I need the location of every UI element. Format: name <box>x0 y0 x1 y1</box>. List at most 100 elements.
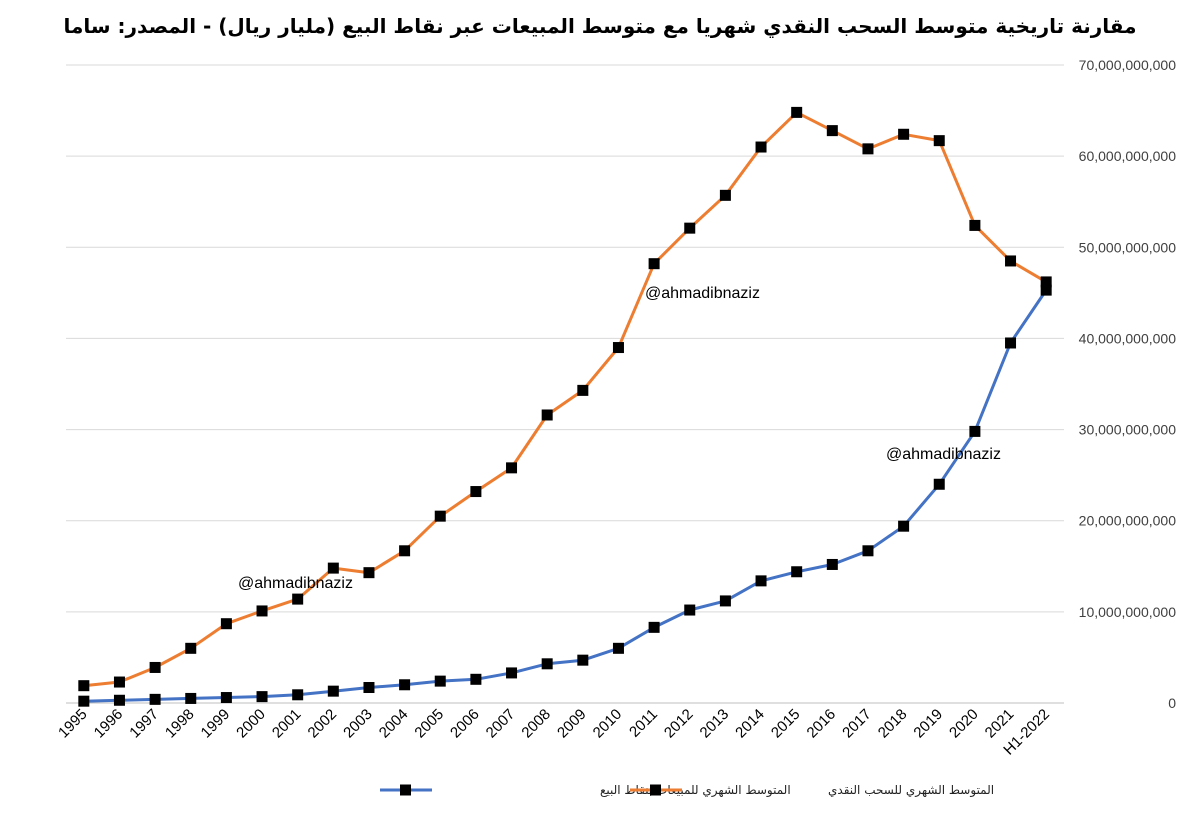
series-0-point <box>256 605 268 617</box>
series-0-point <box>684 222 696 234</box>
x-tick-label: 2003 <box>340 706 376 742</box>
x-tick-label: 2002 <box>305 706 341 742</box>
series-1-point <box>648 621 660 633</box>
series-0-point <box>898 128 910 140</box>
y-axis-ticks: 0 10,000,000,000 20,000,000,000 30,000,000,… <box>1079 57 1177 711</box>
series-1-point <box>399 679 411 691</box>
series-1-point <box>577 654 589 666</box>
series-line-1 <box>83 289 1048 703</box>
series-1-point <box>78 695 90 707</box>
x-tick-label: 2008 <box>518 706 554 742</box>
y-tick-label: 20,000,000,000 <box>1079 513 1177 529</box>
series-0-point <box>826 125 838 137</box>
series-0-point <box>1005 255 1017 267</box>
series-1-point <box>684 604 696 616</box>
x-tick-label: 2013 <box>697 706 733 742</box>
series-0-point <box>969 219 981 231</box>
x-tick-label: 2001 <box>269 706 305 742</box>
series-1-point <box>113 694 125 706</box>
legend-item-cash: المتوسط الشهري للسحب النقدي <box>630 783 994 798</box>
series-1-point <box>506 667 518 679</box>
series-0-point <box>113 676 125 688</box>
series-1-point <box>434 675 446 687</box>
series-0-point <box>149 661 161 673</box>
series-1-point <box>612 642 624 654</box>
series-0-point <box>327 562 339 574</box>
series-1-point <box>256 691 268 703</box>
y-tick-label: 10,000,000,000 <box>1079 604 1177 620</box>
watermark-2: @ahmadibnaziz <box>645 285 760 302</box>
x-tick-label: 2005 <box>411 706 447 742</box>
x-tick-label: 2018 <box>875 706 911 742</box>
series-1-point <box>933 478 945 490</box>
series-0-point <box>292 593 304 605</box>
series-1-point <box>470 673 482 685</box>
series-0-point <box>577 384 589 396</box>
series-1-point <box>969 425 981 437</box>
series-1-point <box>791 566 803 578</box>
chart-title: مقارنة تاريخية متوسط السحب النقدي شهريا … <box>63 14 1137 38</box>
series-0-point <box>541 409 553 421</box>
x-tick-label: 2017 <box>839 706 875 742</box>
series-1-point <box>1040 284 1052 296</box>
series-0-point <box>78 680 90 692</box>
series-0-point <box>933 135 945 147</box>
series-0-point <box>862 143 874 155</box>
series-1-point <box>1005 337 1017 349</box>
series-0-point <box>648 258 660 270</box>
y-tick-label: 60,000,000,000 <box>1079 148 1177 164</box>
series-1-point <box>292 689 304 701</box>
y-tick-label: 70,000,000,000 <box>1079 57 1177 73</box>
series-1-point <box>862 545 874 557</box>
watermark-1: @ahmadibnaziz <box>238 575 353 592</box>
series-0-point <box>506 462 518 474</box>
x-tick-label: 2007 <box>483 706 519 742</box>
series-1-point <box>327 685 339 697</box>
series-group <box>78 106 1052 707</box>
series-0-point <box>399 545 411 557</box>
x-tick-label: 2015 <box>768 706 804 742</box>
series-0-point <box>1040 276 1052 288</box>
series-1-point <box>719 595 731 607</box>
x-tick-label: 2019 <box>910 706 946 742</box>
y-tick-label: 50,000,000,000 <box>1079 239 1177 255</box>
series-line-0 <box>83 110 1047 688</box>
x-tick-label: 1995 <box>55 706 91 742</box>
series-1-point <box>185 692 197 704</box>
y-tick-label: 40,000,000,000 <box>1079 330 1177 346</box>
series-0-point <box>470 486 482 498</box>
x-tick-label: 1997 <box>126 706 162 742</box>
series-0-point <box>791 106 803 118</box>
series-0-point <box>185 642 197 654</box>
series-1-point <box>363 682 375 694</box>
legend: المتوسط الشهري للمبيعات بنقاط البيع المت… <box>380 783 994 798</box>
gridlines <box>66 64 1064 704</box>
series-0-point <box>363 567 375 579</box>
x-tick-label: 2009 <box>554 706 590 742</box>
series-1-point <box>541 658 553 670</box>
watermark-3: @ahmadibnaziz <box>886 446 1001 463</box>
series-0-point <box>755 141 767 153</box>
series-1-point <box>826 558 838 570</box>
series-1-point <box>149 693 161 705</box>
x-tick-label: 2000 <box>233 706 269 742</box>
x-tick-label: 2014 <box>732 706 768 742</box>
series-0-point <box>220 618 232 630</box>
x-axis-ticks: 1995 1996 1997 1998 1999 2000 2001 2002 2003 2004… <box>55 706 1053 759</box>
series-0-point <box>612 342 624 354</box>
x-tick-label: 1996 <box>91 706 127 742</box>
x-tick-label: 2010 <box>590 706 626 742</box>
legend-item-sales: المتوسط الشهري للمبيعات بنقاط البيع <box>380 783 791 798</box>
x-tick-label: 2004 <box>376 706 412 742</box>
series-1-point <box>220 692 232 704</box>
x-tick-label: 2020 <box>946 706 982 742</box>
x-tick-label: 2011 <box>626 706 661 741</box>
y-tick-label: 0 <box>1168 695 1176 711</box>
legend-label-cash: المتوسط الشهري للسحب النقدي <box>828 783 994 798</box>
series-1-point <box>755 575 767 587</box>
series-0-point <box>719 189 731 201</box>
legend-label-sales: المتوسط الشهري للمبيعات بنقاط البيع <box>600 783 791 798</box>
x-tick-label: 2012 <box>661 706 697 742</box>
x-tick-label: 1999 <box>198 706 234 742</box>
